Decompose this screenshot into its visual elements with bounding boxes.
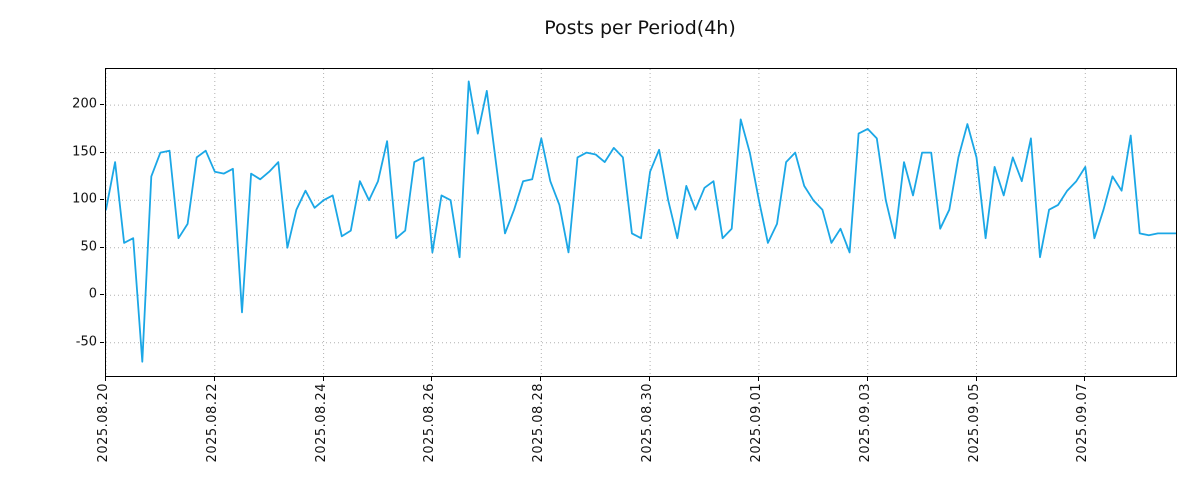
y-tick-label: 50 (80, 239, 97, 255)
x-tick-label: 2025.09.05 (966, 383, 982, 463)
y-tick-mark (100, 199, 104, 201)
x-tick-label: 2025.08.24 (313, 383, 329, 463)
x-tick-mark (757, 377, 759, 381)
y-tick-label: 100 (72, 191, 97, 207)
x-tick-mark (431, 377, 433, 381)
y-tick-mark (100, 151, 104, 153)
y-tick-mark (100, 294, 104, 296)
y-tick-label: 200 (72, 96, 97, 112)
x-tick-mark (540, 377, 542, 381)
x-tick-mark (975, 377, 977, 381)
x-tick-label: 2025.08.20 (96, 383, 111, 463)
y-tick-mark (100, 246, 104, 248)
x-tick-label: 2025.08.28 (531, 383, 547, 463)
x-tick-mark (213, 377, 215, 381)
y-tick-label: 0 (88, 286, 97, 302)
x-tick-label: 2025.08.30 (640, 383, 656, 463)
line-chart-svg (106, 69, 1176, 376)
x-tick-mark (1084, 377, 1086, 381)
x-tick-mark (105, 377, 106, 381)
x-tick-label: 2025.09.01 (748, 383, 764, 463)
data-line (106, 80, 1176, 363)
chart-title: Posts per Period(4h) (544, 17, 736, 39)
y-tick-mark (100, 341, 104, 343)
y-tick-label: -50 (75, 334, 97, 350)
plot-area (105, 68, 1177, 377)
y-tick-label: 150 (72, 144, 97, 160)
x-tick-mark (866, 377, 868, 381)
x-tick-mark (322, 377, 324, 381)
y-tick-mark (100, 104, 104, 106)
x-tick-label: 2025.09.03 (857, 383, 873, 463)
x-tick-label: 2025.08.26 (422, 383, 438, 463)
x-tick-label: 2025.08.22 (204, 383, 220, 463)
x-tick-label: 2025.09.07 (1075, 383, 1091, 463)
x-tick-mark (649, 377, 651, 381)
